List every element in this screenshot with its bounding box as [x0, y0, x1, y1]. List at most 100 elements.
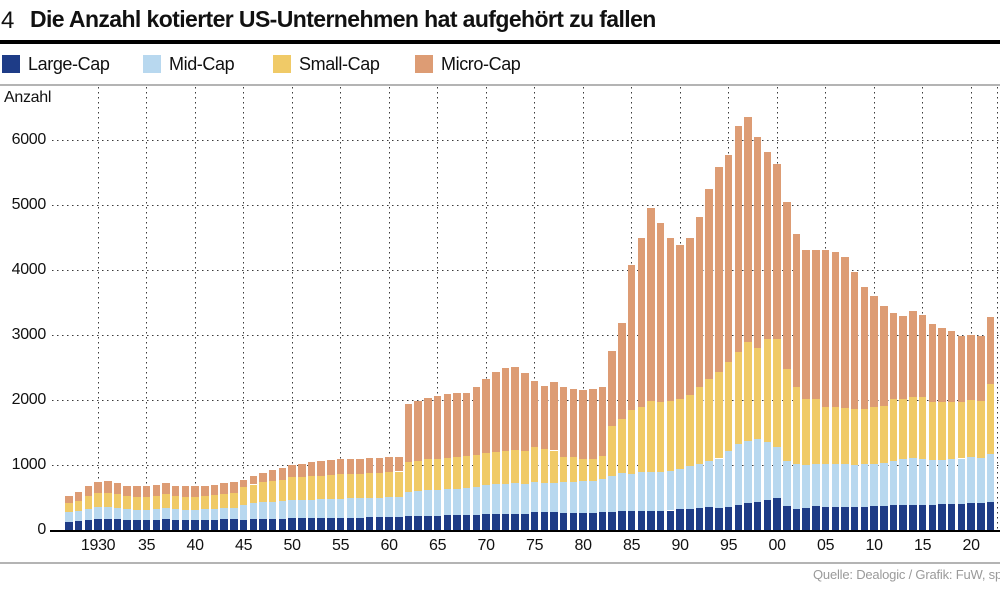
bar-1964-mid-cap	[424, 490, 432, 516]
bar-1963-micro-cap	[414, 400, 422, 461]
x-gridline-right-edge	[996, 87, 998, 530]
bar-1979-large-cap	[569, 512, 578, 530]
bar-1987-small-cap	[647, 400, 655, 473]
x-tick-label-00: 00	[768, 537, 786, 554]
bar-1992-large-cap	[695, 508, 704, 530]
bar-1976-small-cap	[540, 448, 549, 483]
x-gridline-2020	[970, 87, 972, 530]
x-tick-label-85: 85	[622, 537, 641, 554]
bar-1956-large-cap	[346, 517, 355, 530]
bar-2017-small-cap	[938, 402, 946, 460]
bar-1957-mid-cap	[356, 498, 364, 518]
bar-2011-micro-cap	[880, 305, 888, 407]
bar-2003-micro-cap	[802, 249, 810, 400]
bar-1961-mid-cap	[395, 496, 403, 517]
bar-1964-small-cap	[424, 459, 432, 491]
bar-2021-large-cap	[977, 503, 985, 530]
bar-1945-mid-cap	[239, 504, 248, 520]
footer-divider	[0, 562, 1000, 564]
x-gridline-1975	[534, 87, 536, 530]
bar-1973-small-cap	[511, 450, 519, 484]
bar-2005-large-cap	[821, 507, 830, 530]
bar-2001-mid-cap	[783, 460, 791, 507]
bar-1984-large-cap	[618, 511, 626, 530]
bar-1953-large-cap	[317, 518, 325, 530]
bar-1939-large-cap	[181, 520, 190, 530]
bar-1982-micro-cap	[598, 387, 607, 456]
bar-1935-large-cap	[142, 520, 151, 530]
bar-1949-mid-cap	[278, 501, 287, 519]
bar-1977-micro-cap	[550, 382, 558, 451]
bar-1975-large-cap	[530, 512, 539, 530]
bar-2004-large-cap	[812, 506, 820, 530]
bar-1988-mid-cap	[656, 471, 665, 511]
x-axis-line	[50, 530, 1000, 532]
bar-1988-micro-cap	[656, 222, 665, 403]
bar-1983-large-cap	[608, 511, 616, 530]
bar-2013-micro-cap	[899, 316, 907, 400]
bar-1989-micro-cap	[666, 238, 675, 401]
bar-2016-mid-cap	[928, 459, 937, 505]
bar-1982-mid-cap	[598, 478, 607, 513]
bar-2022-small-cap	[986, 384, 995, 454]
bar-1983-micro-cap	[608, 350, 616, 426]
bar-1957-large-cap	[356, 517, 364, 530]
bar-1976-mid-cap	[540, 482, 549, 513]
bar-1973-large-cap	[511, 513, 519, 530]
bar-2004-mid-cap	[812, 464, 820, 507]
bar-1932-large-cap	[113, 519, 122, 530]
bar-1955-large-cap	[336, 517, 345, 530]
bar-1957-small-cap	[356, 473, 364, 499]
bar-1985-mid-cap	[627, 473, 636, 512]
bar-1955-mid-cap	[336, 498, 345, 518]
bar-1971-micro-cap	[492, 372, 500, 452]
bar-1992-mid-cap	[695, 464, 704, 509]
bar-1938-mid-cap	[171, 509, 180, 520]
bar-1935-mid-cap	[142, 509, 151, 521]
bar-2008-mid-cap	[850, 464, 859, 507]
bar-1994-micro-cap	[715, 167, 723, 373]
legend-label-micro-cap: Micro-Cap	[441, 54, 521, 74]
bar-1940-large-cap	[191, 520, 199, 530]
x-tick-label-95: 95	[719, 537, 738, 554]
bar-1986-micro-cap	[637, 238, 646, 408]
x-gridline-1940	[194, 87, 196, 530]
bar-1941-micro-cap	[201, 485, 209, 497]
bar-1932-small-cap	[113, 494, 122, 509]
bar-1951-small-cap	[298, 476, 306, 500]
bar-2016-small-cap	[928, 402, 937, 460]
bar-1972-small-cap	[501, 450, 510, 484]
bar-1974-mid-cap	[521, 483, 529, 514]
x-tick-label-05: 05	[816, 537, 835, 554]
bar-2017-micro-cap	[938, 328, 946, 403]
bar-1980-large-cap	[579, 512, 587, 530]
bar-1937-mid-cap	[162, 508, 170, 520]
bar-1990-small-cap	[676, 399, 684, 470]
bar-1994-mid-cap	[715, 458, 723, 509]
bar-2008-micro-cap	[850, 271, 859, 409]
bar-2006-small-cap	[831, 407, 840, 465]
bar-1958-micro-cap	[365, 458, 374, 474]
bar-2007-large-cap	[841, 507, 849, 530]
bar-1994-large-cap	[715, 508, 723, 530]
x-tick-label-1930: 1930	[80, 537, 116, 554]
bar-1999-mid-cap	[763, 442, 772, 500]
bar-1940-micro-cap	[191, 486, 199, 497]
bar-2016-large-cap	[928, 504, 937, 530]
bar-1932-micro-cap	[113, 483, 122, 495]
bar-1929-small-cap	[84, 495, 93, 509]
bar-1938-large-cap	[171, 519, 180, 530]
bar-1962-small-cap	[404, 462, 413, 493]
bar-1981-mid-cap	[589, 480, 597, 513]
x-tick-label-60: 60	[380, 537, 398, 554]
bar-1936-large-cap	[152, 519, 161, 530]
bar-2000-large-cap	[773, 498, 781, 530]
bar-1946-large-cap	[249, 519, 258, 530]
bar-1966-mid-cap	[443, 489, 452, 516]
bar-2014-mid-cap	[909, 458, 917, 505]
bar-1953-micro-cap	[317, 461, 325, 476]
bar-1990-mid-cap	[676, 469, 684, 509]
bar-2019-micro-cap	[957, 335, 966, 402]
title-divider	[0, 40, 1000, 44]
bar-1986-mid-cap	[637, 472, 646, 512]
